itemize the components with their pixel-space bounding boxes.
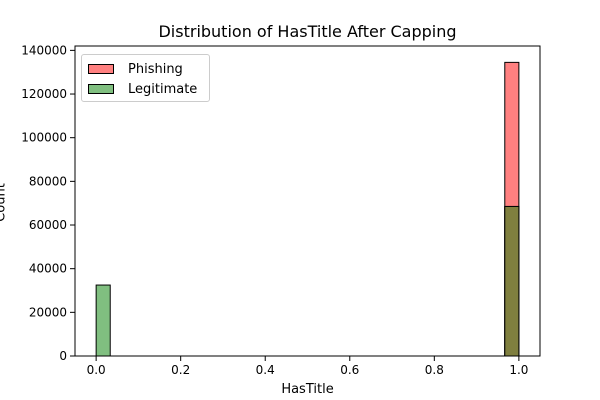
x-tick-label-1: 0.2 — [171, 363, 190, 377]
legend-swatch-legitimate — [88, 84, 114, 94]
legend-item-legitimate: Legitimate — [88, 81, 197, 97]
y-tick-label-7: 140000 — [21, 43, 67, 57]
y-tick-label-2: 40000 — [29, 262, 67, 276]
plot-frame — [74, 45, 541, 357]
y-tick-label-6: 120000 — [21, 87, 67, 101]
x-tick-label-3: 0.6 — [340, 363, 359, 377]
chart-title: Distribution of HasTitle After Capping — [158, 22, 457, 41]
x-tick-label-2: 0.4 — [256, 363, 275, 377]
legend: Phishing Legitimate — [81, 54, 210, 102]
y-tick-label-5: 100000 — [21, 131, 67, 145]
bar-overlap-1 — [504, 205, 520, 357]
y-tick-label-0: 0 — [59, 349, 67, 363]
x-tick-label-4: 0.8 — [425, 363, 444, 377]
y-tick-label-3: 60000 — [29, 218, 67, 232]
x-tick-label-5: 1.0 — [509, 363, 528, 377]
y-tick-label-4: 80000 — [29, 174, 67, 188]
y-tick-label-1: 20000 — [29, 305, 67, 319]
x-tick-label-0: 0.0 — [87, 363, 106, 377]
x-axis-label: HasTitle — [281, 382, 334, 397]
legend-item-phishing: Phishing — [88, 61, 183, 77]
legend-label-phishing: Phishing — [128, 61, 183, 77]
bars-layer — [95, 61, 520, 357]
axes-layer: 0.0 0.2 0.4 0.6 0.8 1.0 0 20000 40000 60000 80000 1… — [21, 43, 541, 377]
bar-legitimate-0 — [95, 284, 111, 357]
legend-label-legitimate: Legitimate — [128, 81, 198, 97]
y-axis-label: Count — [0, 183, 9, 222]
legend-swatch-phishing — [88, 64, 114, 74]
